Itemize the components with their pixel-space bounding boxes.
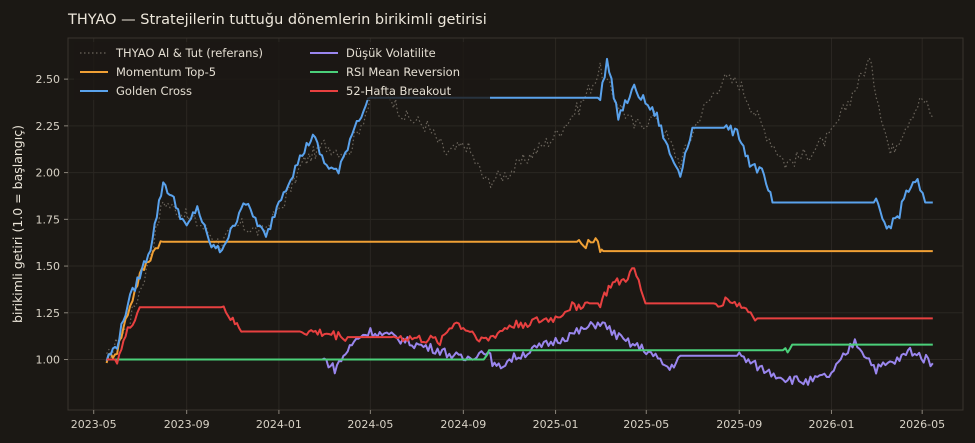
legend-label: RSI Mean Reversion bbox=[346, 65, 460, 79]
y-tick-label: 1.25 bbox=[36, 307, 61, 320]
legend-label: 52-Hafta Breakout bbox=[346, 84, 452, 98]
series-lines bbox=[105, 57, 934, 386]
y-tick-label: 2.00 bbox=[36, 167, 61, 180]
legend-label: Düşük Volatilite bbox=[346, 46, 436, 60]
series-line-4 bbox=[106, 343, 933, 361]
plot-frame bbox=[67, 37, 964, 411]
y-tick-label: 1.75 bbox=[36, 213, 61, 226]
y-tick-label: 1.50 bbox=[36, 260, 61, 273]
x-axis-ticks: 2023-05 2023-09 2024-01 2024-05 2024-09 2025-… bbox=[71, 410, 945, 431]
x-tick-label: 2025-05 bbox=[623, 418, 669, 431]
series-line-0 bbox=[106, 57, 934, 360]
series-line-5 bbox=[106, 267, 933, 365]
legend-box bbox=[74, 42, 490, 100]
x-tick-label: 2025-01 bbox=[533, 418, 579, 431]
x-tick-label: 2024-09 bbox=[440, 418, 486, 431]
series-line-1 bbox=[105, 237, 933, 364]
legend: THYAO Al & Tut (referans) Momentum Top-5 G… bbox=[74, 42, 490, 100]
x-tick-label: 2024-05 bbox=[347, 418, 393, 431]
chart-title: THYAO — Stratejilerin tuttuğu dönemlerin… bbox=[67, 12, 487, 28]
legend-label: THYAO Al & Tut (referans) bbox=[115, 46, 263, 60]
x-tick-label: 2023-05 bbox=[71, 418, 117, 431]
x-tick-label: 2023-09 bbox=[164, 418, 210, 431]
legend-label: Momentum Top-5 bbox=[116, 65, 216, 79]
series-line-2 bbox=[105, 57, 933, 362]
y-tick-label: 2.50 bbox=[36, 73, 61, 86]
x-tick-label: 2026-05 bbox=[899, 418, 945, 431]
y-axis-label: birikimli getiri (1.0 = başlangıç) bbox=[10, 125, 25, 323]
y-axis-ticks: 1.00 1.25 1.50 1.75 2.00 2.25 2.50 bbox=[36, 73, 68, 367]
y-tick-label: 2.25 bbox=[36, 120, 61, 133]
x-tick-label: 2026-01 bbox=[808, 418, 854, 431]
x-tick-label: 2024-01 bbox=[256, 418, 302, 431]
legend-label: Golden Cross bbox=[116, 84, 192, 98]
x-tick-label: 2025-09 bbox=[716, 418, 762, 431]
y-tick-label: 1.00 bbox=[36, 354, 61, 367]
